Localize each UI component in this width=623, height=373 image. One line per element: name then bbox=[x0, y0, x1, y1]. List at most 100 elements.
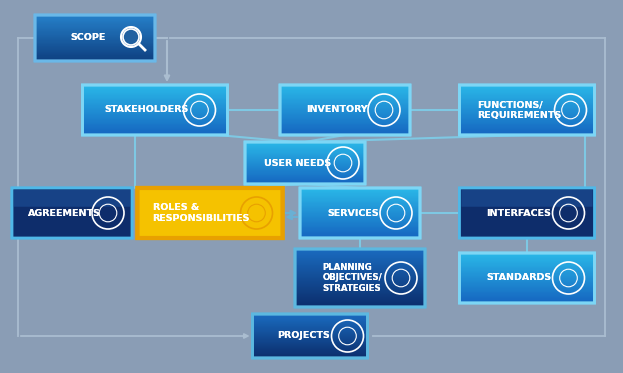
Bar bbox=[35, 52, 155, 53]
Bar bbox=[82, 126, 227, 128]
Bar bbox=[280, 86, 410, 88]
Bar bbox=[35, 43, 155, 44]
Bar bbox=[252, 339, 368, 341]
Bar bbox=[460, 85, 594, 87]
Bar bbox=[295, 297, 425, 299]
Bar bbox=[295, 289, 425, 292]
Bar bbox=[245, 158, 365, 159]
Bar bbox=[245, 162, 365, 163]
Bar bbox=[35, 25, 155, 27]
Bar bbox=[280, 124, 410, 125]
Bar bbox=[245, 153, 365, 154]
Bar bbox=[82, 106, 227, 108]
Bar bbox=[245, 161, 365, 163]
Bar bbox=[82, 122, 227, 124]
Bar bbox=[252, 314, 368, 316]
Bar bbox=[295, 303, 425, 305]
Bar bbox=[295, 285, 425, 287]
Bar bbox=[35, 18, 155, 20]
Bar bbox=[460, 292, 594, 294]
Bar bbox=[245, 179, 365, 180]
FancyBboxPatch shape bbox=[14, 190, 130, 207]
Bar bbox=[82, 89, 227, 91]
Bar bbox=[295, 255, 425, 257]
Bar bbox=[82, 132, 227, 134]
Bar bbox=[35, 39, 155, 41]
Bar bbox=[460, 122, 594, 124]
Text: INTERFACES: INTERFACES bbox=[487, 209, 551, 217]
Bar bbox=[35, 52, 155, 53]
Bar bbox=[460, 272, 594, 273]
Bar bbox=[460, 119, 594, 120]
Bar bbox=[280, 94, 410, 95]
Bar bbox=[35, 59, 155, 60]
Bar bbox=[280, 91, 410, 93]
Text: STAKEHOLDERS: STAKEHOLDERS bbox=[104, 106, 188, 115]
Bar bbox=[300, 216, 420, 217]
Bar bbox=[460, 268, 594, 270]
Text: SCOPE: SCOPE bbox=[70, 34, 105, 43]
Bar bbox=[460, 285, 594, 287]
Bar bbox=[82, 85, 227, 87]
Bar bbox=[280, 94, 410, 95]
Bar bbox=[35, 30, 155, 32]
Bar bbox=[35, 20, 155, 21]
Bar bbox=[460, 131, 594, 133]
Bar bbox=[300, 233, 420, 235]
Bar bbox=[252, 339, 368, 341]
Bar bbox=[300, 203, 420, 205]
Bar bbox=[460, 262, 594, 263]
Bar bbox=[295, 262, 425, 264]
Text: INTERFACES: INTERFACES bbox=[487, 209, 551, 217]
Bar bbox=[460, 294, 594, 296]
Bar bbox=[245, 164, 365, 166]
Bar bbox=[460, 293, 594, 295]
Bar bbox=[35, 41, 155, 43]
Bar bbox=[300, 213, 420, 215]
Bar bbox=[300, 228, 420, 230]
Bar bbox=[252, 345, 368, 347]
Bar bbox=[245, 181, 365, 182]
Bar bbox=[460, 254, 594, 256]
Bar bbox=[35, 17, 155, 19]
Bar bbox=[245, 165, 365, 167]
Bar bbox=[295, 272, 425, 274]
Bar bbox=[460, 280, 594, 282]
Bar bbox=[35, 40, 155, 42]
Bar bbox=[280, 131, 410, 133]
Bar bbox=[295, 282, 425, 284]
Bar bbox=[280, 99, 410, 100]
Text: STAKEHOLDERS: STAKEHOLDERS bbox=[104, 106, 188, 115]
Bar bbox=[35, 36, 155, 37]
Bar bbox=[460, 273, 594, 275]
Bar bbox=[245, 178, 365, 179]
Bar bbox=[252, 319, 368, 320]
Bar bbox=[460, 267, 594, 269]
Bar bbox=[280, 128, 410, 129]
Bar bbox=[82, 103, 227, 104]
Bar bbox=[245, 146, 365, 148]
Bar bbox=[295, 284, 425, 286]
Bar bbox=[460, 272, 594, 273]
Bar bbox=[252, 337, 368, 339]
Bar bbox=[295, 294, 425, 296]
Bar bbox=[295, 271, 425, 273]
Bar bbox=[300, 218, 420, 220]
Bar bbox=[460, 107, 594, 109]
Bar bbox=[252, 314, 368, 316]
Bar bbox=[460, 99, 594, 100]
Bar bbox=[460, 120, 594, 122]
Bar bbox=[460, 293, 594, 295]
Bar bbox=[82, 121, 227, 123]
Bar bbox=[35, 32, 155, 34]
Bar bbox=[252, 338, 368, 340]
Bar bbox=[82, 110, 227, 112]
Bar bbox=[82, 90, 227, 92]
Bar bbox=[82, 107, 227, 109]
Bar bbox=[252, 341, 368, 342]
Bar bbox=[280, 122, 410, 124]
Bar bbox=[252, 333, 368, 334]
Bar bbox=[300, 199, 420, 201]
Bar bbox=[295, 258, 425, 260]
Bar bbox=[460, 93, 594, 94]
